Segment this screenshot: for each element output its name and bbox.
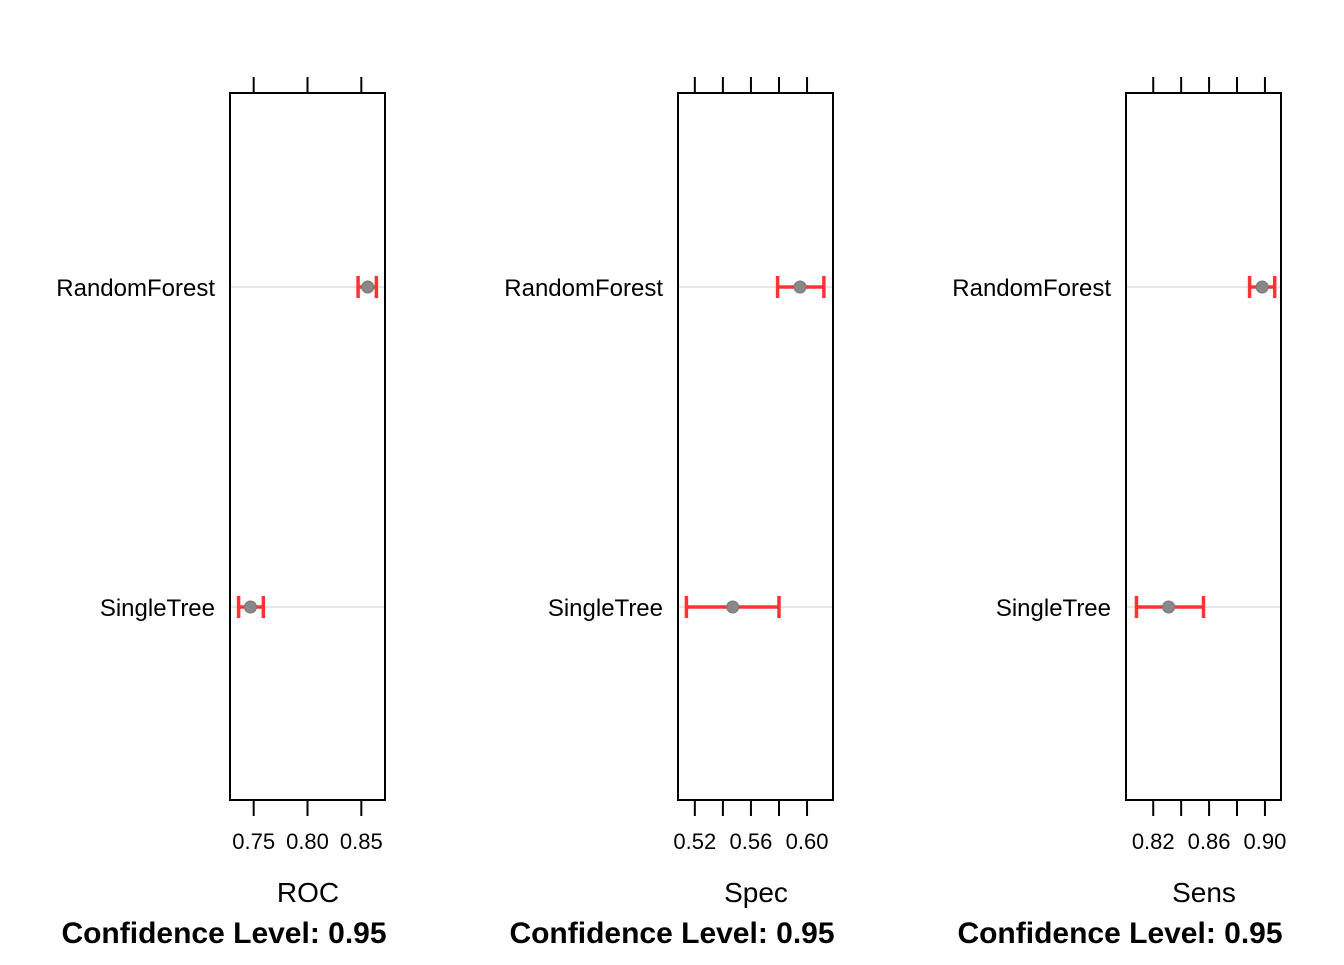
panel-frame: [229, 92, 386, 801]
panel-roc: 0.75 0.80 0.85 RandomForest SingleTree ROC Con…: [56, 77, 387, 950]
estimate-point-singletree: [243, 600, 257, 614]
tick-label: 0.85: [340, 829, 383, 854]
category-label-singletree: SingleTree: [996, 595, 1111, 622]
tick-label: 0.60: [786, 829, 829, 854]
category-label-randomforest: RandomForest: [504, 275, 663, 302]
category-label-randomforest: RandomForest: [952, 275, 1111, 302]
tick-label: 0.52: [673, 829, 716, 854]
category-label-randomforest: RandomForest: [56, 275, 215, 302]
tick-label: 0.80: [286, 829, 329, 854]
confidence-level-label: Confidence Level: 0.95: [509, 917, 834, 950]
estimate-point-randomforest: [361, 280, 375, 294]
panel-frame: [1125, 92, 1282, 801]
estimate-point-randomforest: [793, 280, 807, 294]
panel-spec: 0.52 0.56 0.60 RandomForest SingleTree Spec Co…: [504, 77, 835, 950]
estimate-point-singletree: [1162, 600, 1176, 614]
tick-label: 0.75: [232, 829, 275, 854]
category-label-singletree: SingleTree: [548, 595, 663, 622]
panel-frame: [677, 92, 834, 801]
confidence-level-label: Confidence Level: 0.95: [957, 917, 1282, 950]
axis-title: ROC: [277, 877, 339, 908]
estimate-point-singletree: [726, 600, 740, 614]
axis-title: Spec: [724, 877, 788, 908]
tick-label: 0.86: [1188, 829, 1231, 854]
tick-label: 0.56: [730, 829, 773, 854]
category-label-singletree: SingleTree: [100, 595, 215, 622]
axis-title: Sens: [1172, 877, 1236, 908]
estimate-point-randomforest: [1255, 280, 1269, 294]
tick-label: 0.82: [1132, 829, 1175, 854]
confidence-level-label: Confidence Level: 0.95: [61, 917, 386, 950]
tick-label: 0.90: [1244, 829, 1287, 854]
panel-sens: 0.82 0.86 0.90 RandomForest SingleTree Sens Co…: [952, 77, 1286, 950]
